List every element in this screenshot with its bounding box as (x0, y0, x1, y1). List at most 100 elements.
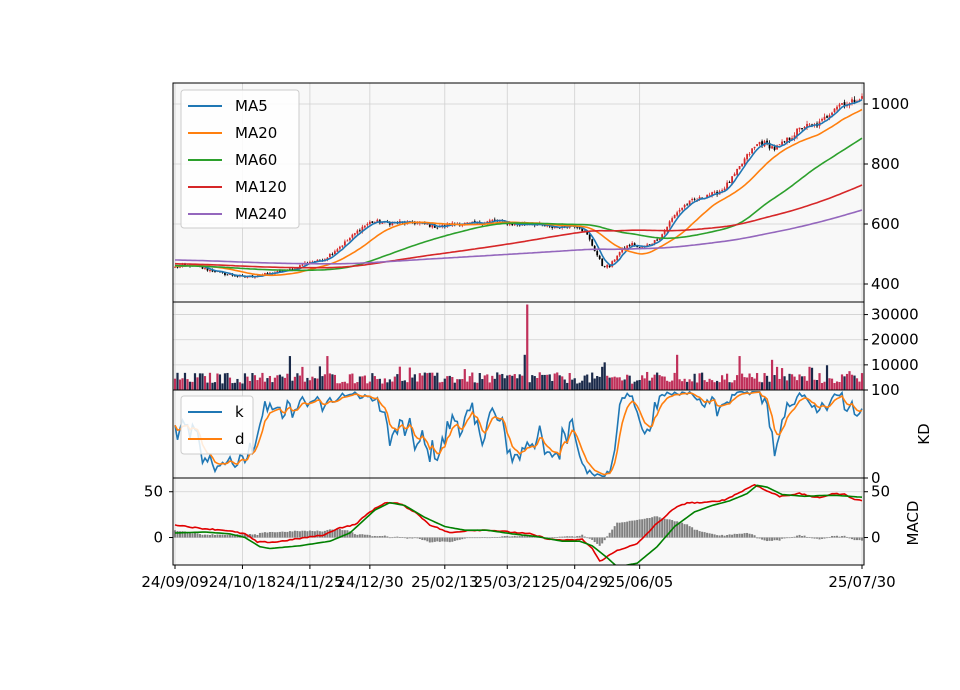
candle-body (299, 265, 301, 269)
macd-hist-bar (271, 531, 274, 538)
macd-hist-bar (653, 516, 656, 538)
macd-hist-bar (861, 537, 863, 541)
macd-hist-bar (566, 536, 569, 538)
volume-bar (458, 379, 461, 390)
macd-hist-bar (466, 537, 469, 539)
macd-hist-bar (576, 536, 579, 538)
macd-hist-bar (708, 533, 711, 538)
candle-body (671, 218, 674, 222)
legend-label-ma20: MA20 (235, 124, 277, 142)
macd-hist-bar (231, 534, 234, 538)
macd-hist-bar (301, 530, 304, 538)
y-tick-label: 0 (871, 529, 881, 547)
candle-body (853, 99, 856, 103)
macd-hist-bar (516, 536, 519, 538)
macd-hist-bar (506, 535, 509, 538)
volume-bar (413, 374, 416, 390)
candle-body (646, 244, 649, 246)
x-tick-label: 25/07/30 (828, 573, 895, 591)
candle-body (511, 223, 514, 226)
candle-body (841, 103, 843, 105)
volume-bar (778, 378, 781, 390)
macd-hist-bar (366, 534, 369, 538)
volume-bar (466, 381, 469, 390)
macd-hist-bar (311, 530, 314, 538)
macd-hist-bar (613, 526, 616, 538)
macd-hist-bar (451, 537, 454, 542)
macd-hist-bar (608, 532, 611, 538)
macd-hist-bar (403, 537, 406, 539)
candle-body (798, 127, 801, 130)
volume-bar (498, 374, 501, 390)
macd-hist-bar (296, 530, 299, 538)
volume-bar (556, 372, 559, 390)
candle-body (326, 257, 329, 260)
volume-bar (233, 382, 237, 390)
macd-hist-bar (646, 518, 649, 538)
candle-body (676, 212, 679, 216)
volume-bar (348, 374, 351, 390)
macd-hist-bar (753, 535, 756, 538)
volume-bar (513, 374, 516, 390)
macd-hist-bar (353, 534, 356, 538)
candle-body (588, 234, 591, 240)
volume-bar (518, 374, 521, 390)
kd-line-d (174, 391, 863, 476)
macd-hist-bar (351, 532, 354, 538)
kd-panel (173, 390, 864, 478)
macd-hist-bar (226, 534, 229, 538)
volume-bar (328, 373, 331, 390)
macd-hist-bar (768, 537, 771, 541)
macd-hist-bar (521, 535, 524, 538)
volume-bar (828, 378, 831, 390)
y-tick-label: 0 (871, 469, 881, 487)
volume-bar (488, 382, 491, 390)
candle-body (748, 154, 751, 155)
volume-bar (753, 378, 756, 390)
macd-hist-bar (256, 534, 259, 538)
volume-bar (666, 380, 669, 390)
volume-bar (428, 372, 431, 390)
macd-hist-bar (761, 537, 764, 540)
macd-hist-bar (661, 518, 664, 538)
volume-bar (696, 382, 699, 390)
candle-body (803, 126, 806, 129)
volume-bar (740, 373, 744, 390)
macd-hist-bar (438, 537, 441, 542)
volume-bar (261, 372, 264, 390)
candle-body (276, 271, 279, 273)
macd-hist-bar (578, 535, 581, 538)
macd-hist-bar (696, 529, 699, 538)
macd-hist-bar (758, 537, 761, 539)
macd-hist-bar (773, 537, 776, 541)
volume-bar (406, 382, 409, 390)
macd-hist-bar (601, 537, 604, 544)
candle-body (201, 266, 204, 269)
candle-body (366, 223, 369, 226)
volume-bar (283, 377, 287, 390)
volume-bar (798, 374, 801, 390)
macd-hist-bar (801, 535, 804, 538)
macd-hist-bar (831, 535, 834, 538)
macd-hist-bar (423, 537, 426, 541)
volume-bar (218, 374, 222, 390)
candle-body (343, 241, 346, 246)
line-ma120 (174, 184, 863, 269)
volume-bar (671, 380, 674, 390)
macd-hist-bar (806, 536, 809, 538)
candle-body (711, 192, 714, 196)
volume-bar (301, 366, 304, 390)
macd-hist-bar (286, 531, 289, 538)
candle-body (623, 247, 626, 249)
volume-bar (273, 377, 277, 390)
macd-hist-bar (791, 537, 794, 538)
candle-body (358, 230, 361, 232)
volume-bar (476, 382, 479, 390)
macd-hist-bar (706, 532, 709, 538)
macd-hist-bar (858, 537, 861, 541)
volume-bar (403, 380, 406, 390)
macd-hist-bar (536, 537, 539, 538)
macd-hist-bar (328, 529, 331, 538)
candle-body (346, 240, 349, 242)
candle-body (628, 244, 631, 246)
